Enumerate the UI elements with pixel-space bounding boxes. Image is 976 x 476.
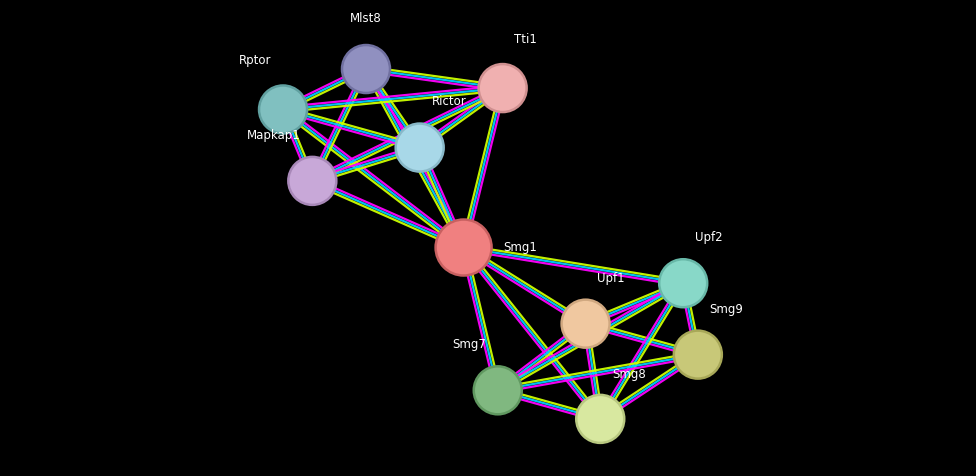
Text: Upf1: Upf1 xyxy=(597,272,625,286)
Text: Tti1: Tti1 xyxy=(514,33,537,46)
Text: Rictor: Rictor xyxy=(431,95,467,109)
Text: Rptor: Rptor xyxy=(239,54,271,68)
Circle shape xyxy=(342,45,390,93)
Text: Smg1: Smg1 xyxy=(504,241,537,254)
Text: Mapkap1: Mapkap1 xyxy=(247,129,301,142)
Circle shape xyxy=(395,124,444,171)
Text: Smg8: Smg8 xyxy=(612,367,646,381)
Text: Upf2: Upf2 xyxy=(695,231,722,244)
Text: Smg9: Smg9 xyxy=(710,303,744,317)
Circle shape xyxy=(673,331,722,378)
Circle shape xyxy=(473,367,522,414)
Text: Mlst8: Mlst8 xyxy=(350,12,382,25)
Circle shape xyxy=(288,157,337,205)
Circle shape xyxy=(576,395,625,443)
Circle shape xyxy=(478,64,527,112)
Circle shape xyxy=(435,219,492,276)
Circle shape xyxy=(259,86,307,133)
Text: Smg7: Smg7 xyxy=(452,338,486,351)
Circle shape xyxy=(659,259,708,307)
Circle shape xyxy=(561,300,610,347)
